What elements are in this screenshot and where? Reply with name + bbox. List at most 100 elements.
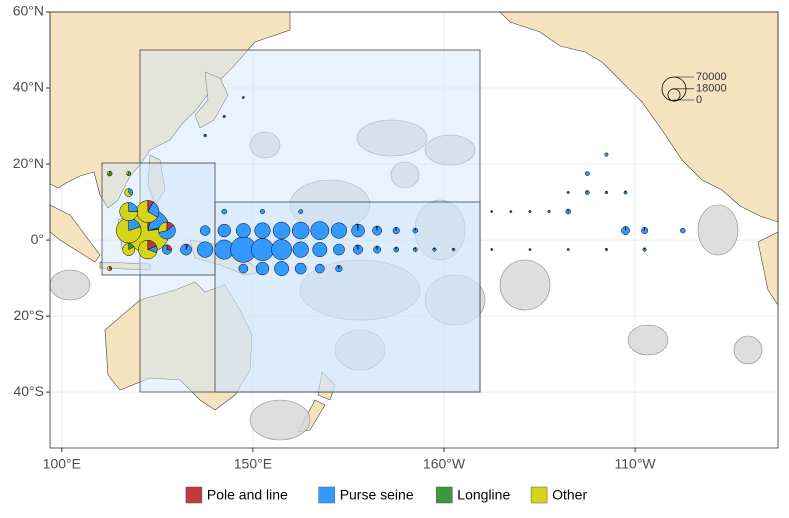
pie-slice: [255, 261, 270, 276]
pie-slice: [124, 188, 132, 197]
legend: Pole and line Purse seine Longline Other: [185, 486, 587, 504]
pie-slice: [106, 170, 110, 176]
plot-border: [49, 11, 779, 449]
eez: [334, 329, 386, 371]
pie-slice: [375, 245, 378, 250]
pie-slice: [312, 242, 328, 257]
pie-slice: [547, 209, 550, 213]
pie-slice: [238, 263, 249, 274]
pie-slice: [291, 221, 310, 240]
pie-slice: [203, 133, 206, 136]
pie-slice: [356, 244, 359, 250]
pie-slice: [158, 224, 176, 240]
eez: [390, 161, 420, 189]
eez: [49, 269, 91, 301]
pie-slice: [414, 227, 416, 231]
pie-slice: [604, 152, 609, 157]
pie-slice: [566, 191, 569, 194]
pie-slice: [605, 247, 607, 251]
y-tick-label: 20°S: [13, 307, 44, 323]
pie-slice: [528, 248, 531, 250]
pie-slice: [375, 225, 378, 231]
pie-slice: [643, 247, 645, 250]
pie-slice: [356, 223, 359, 231]
pie-slice: [566, 248, 569, 251]
eez: [289, 179, 371, 231]
java: [99, 261, 151, 271]
pie-slice: [259, 209, 265, 215]
north-america: [499, 11, 779, 223]
legend-swatch: [185, 486, 203, 504]
pie-slice: [605, 190, 607, 194]
pie-slice: [272, 221, 291, 240]
pie-slice: [624, 190, 626, 193]
axes: 100°E 150°E 160°W 110°W 60°N 40°N 20°N 0° 20°S 40…: [13, 3, 657, 472]
pie-slice: [509, 210, 512, 212]
pie-slice: [274, 261, 290, 277]
size-label: 70000: [696, 71, 727, 83]
legend-label: Pole and line: [207, 487, 288, 503]
pie-slice: [138, 239, 158, 260]
pie-slice: [294, 262, 307, 275]
eez: [249, 399, 311, 441]
y-tick-label: 40°S: [13, 383, 44, 399]
pie-slice: [315, 263, 325, 274]
y-tick-label: 0°: [31, 231, 44, 247]
pie-slice: [180, 243, 192, 256]
pie-slice: [337, 265, 340, 269]
region-box: [139, 49, 481, 393]
pie-slice: [197, 241, 214, 258]
pie-slice: [158, 221, 168, 233]
eez: [356, 119, 428, 157]
pie-slice: [251, 238, 274, 261]
pie-slice: [271, 239, 292, 260]
pie-slice: [395, 227, 397, 231]
pie-slice: [292, 241, 309, 258]
pie-slice: [217, 223, 231, 238]
legend-label: Other: [552, 487, 587, 503]
pie-slice: [680, 227, 686, 234]
pie-slice: [222, 115, 225, 117]
pie-slice: [199, 225, 211, 236]
x-tick-label: 160°W: [423, 456, 466, 472]
size-label: 0: [696, 94, 702, 106]
pie-slice: [433, 247, 435, 250]
pie-slice: [333, 243, 345, 256]
eez: [627, 324, 669, 356]
pie-slice: [490, 210, 493, 212]
pie-slice: [413, 247, 416, 251]
pie-slice: [567, 208, 569, 212]
pie-slice: [330, 222, 348, 239]
eez: [733, 335, 763, 365]
pie-slice: [122, 243, 136, 256]
eez: [424, 134, 476, 166]
pie-slice: [136, 200, 158, 223]
eez: [299, 259, 421, 321]
pie-slice: [235, 223, 251, 238]
pie-slice: [116, 217, 142, 244]
eez-areas: [49, 119, 763, 441]
eez: [697, 204, 739, 256]
size-label: 18000: [696, 83, 727, 95]
pie-slice: [490, 248, 493, 251]
pie-slice: [221, 208, 227, 215]
pie-slice: [310, 221, 330, 240]
y-tick-label: 40°N: [13, 79, 44, 95]
eez: [499, 259, 551, 311]
x-tick-label: 150°E: [234, 456, 272, 472]
legend-swatch: [318, 486, 335, 504]
legend-label: Purse seine: [340, 487, 414, 503]
y-tick-label: 60°N: [13, 3, 44, 19]
pie-slice: [585, 171, 590, 176]
pie-slice: [528, 210, 531, 213]
pie-slice: [119, 202, 139, 221]
legend-swatch: [436, 486, 453, 504]
regions: [101, 49, 481, 393]
japan: [194, 71, 229, 129]
pie-slice: [452, 247, 454, 251]
pie-slice: [161, 244, 172, 255]
legend-swatch: [530, 486, 548, 504]
pie-slice: [298, 209, 303, 214]
pie-slice: [394, 246, 397, 250]
